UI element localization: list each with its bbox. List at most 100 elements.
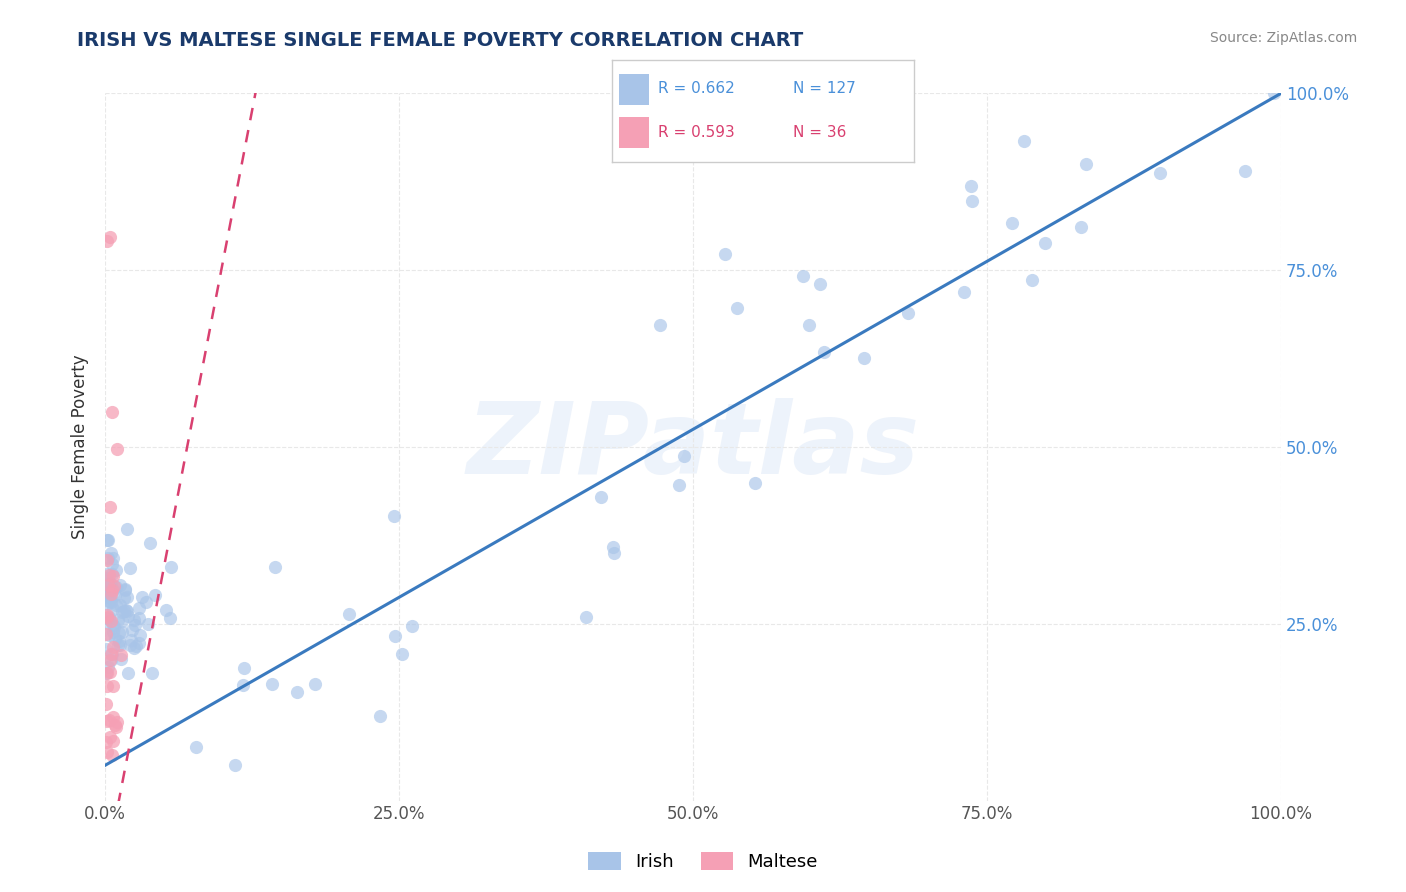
Point — [1076, 157, 1098, 171]
Point — [97, 582, 120, 597]
Point — [1263, 87, 1285, 101]
Point — [117, 522, 139, 536]
Point — [98, 500, 121, 514]
Point — [135, 595, 157, 609]
Point — [94, 571, 117, 585]
Point — [104, 598, 127, 612]
Text: N = 127: N = 127 — [793, 81, 856, 96]
Point — [120, 638, 142, 652]
Point — [94, 626, 117, 640]
Point — [960, 178, 983, 193]
Point — [401, 618, 423, 632]
Point — [111, 624, 134, 639]
Point — [384, 628, 406, 642]
Point — [673, 449, 696, 463]
Point — [98, 731, 121, 745]
Point — [797, 318, 820, 332]
Point — [118, 561, 141, 575]
Point — [128, 600, 150, 615]
Point — [98, 714, 121, 728]
Point — [100, 595, 122, 609]
Point — [97, 660, 120, 674]
Point — [98, 581, 121, 595]
Point — [233, 660, 256, 674]
Point — [370, 709, 392, 723]
Point — [103, 569, 125, 583]
Point — [100, 652, 122, 666]
Point — [105, 580, 128, 594]
Text: IRISH VS MALTESE SINGLE FEMALE POVERTY CORRELATION CHART: IRISH VS MALTESE SINGLE FEMALE POVERTY C… — [77, 31, 804, 50]
Point — [1033, 236, 1056, 251]
Point — [160, 560, 183, 574]
Point — [128, 611, 150, 625]
Point — [97, 551, 120, 566]
Point — [108, 598, 131, 612]
Point — [101, 734, 124, 748]
Point — [262, 677, 284, 691]
Point — [264, 559, 287, 574]
Point — [98, 583, 121, 598]
Point — [1234, 163, 1257, 178]
Point — [100, 566, 122, 581]
Point — [101, 640, 124, 655]
Point — [108, 638, 131, 652]
Point — [107, 442, 129, 457]
Point — [96, 577, 118, 591]
Point — [100, 546, 122, 560]
Point — [96, 610, 118, 624]
Point — [94, 666, 117, 681]
Point — [159, 610, 181, 624]
Point — [1021, 273, 1043, 287]
Point — [1149, 166, 1171, 180]
Point — [117, 666, 139, 681]
Point — [101, 625, 124, 640]
Point — [104, 588, 127, 602]
Point — [108, 626, 131, 640]
Point — [186, 740, 208, 755]
Point — [101, 582, 124, 597]
Point — [114, 582, 136, 596]
Point — [101, 557, 124, 571]
Point — [96, 598, 118, 612]
Point — [96, 666, 118, 681]
Point — [98, 653, 121, 667]
Point — [103, 619, 125, 633]
Point — [138, 617, 160, 632]
Point — [100, 647, 122, 661]
Point — [101, 679, 124, 693]
Point — [391, 647, 413, 661]
Point — [115, 604, 138, 618]
Point — [104, 718, 127, 732]
Point — [101, 647, 124, 661]
Point — [121, 623, 143, 637]
Point — [852, 351, 875, 365]
Point — [792, 268, 814, 283]
Point — [97, 612, 120, 626]
Point — [117, 609, 139, 624]
Point — [96, 566, 118, 581]
Point — [105, 714, 128, 729]
Point — [744, 475, 766, 490]
Point — [668, 478, 690, 492]
Point — [813, 344, 835, 359]
Point — [96, 553, 118, 567]
Point — [96, 745, 118, 759]
Point — [603, 546, 626, 560]
Point — [101, 550, 124, 565]
Point — [103, 583, 125, 598]
Point — [98, 583, 121, 598]
Point — [128, 635, 150, 649]
Point — [108, 578, 131, 592]
Point — [141, 666, 163, 681]
Point — [953, 285, 976, 299]
Point — [575, 609, 598, 624]
Point — [97, 628, 120, 642]
Point — [97, 533, 120, 547]
Point — [107, 613, 129, 627]
Point — [122, 613, 145, 627]
Point — [96, 735, 118, 749]
Point — [100, 591, 122, 605]
Legend: Irish, Maltese: Irish, Maltese — [581, 845, 825, 879]
Point — [100, 586, 122, 600]
Bar — [619, 117, 650, 148]
